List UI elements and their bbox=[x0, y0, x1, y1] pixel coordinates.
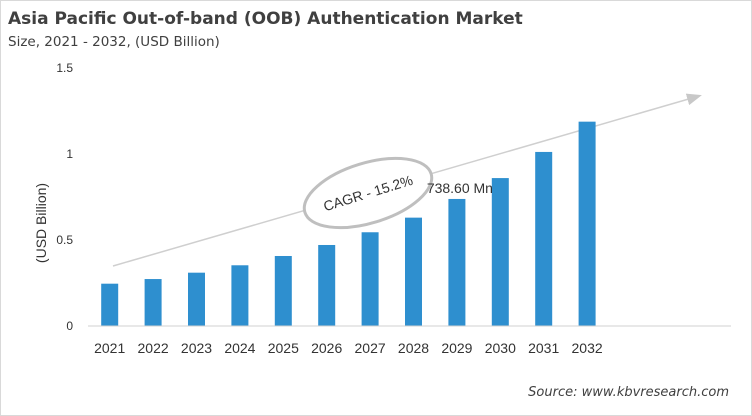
bar-2029 bbox=[448, 198, 466, 326]
x-tick-label: 2022 bbox=[138, 340, 169, 356]
x-tick-label: 2031 bbox=[528, 340, 559, 356]
y-tick-label: 1 bbox=[66, 147, 73, 161]
x-tick-label: 2029 bbox=[441, 340, 472, 356]
bar-2023 bbox=[188, 272, 205, 326]
bar-2024 bbox=[231, 265, 249, 326]
y-tick-label: 0 bbox=[66, 319, 73, 333]
y-tick-label: 1.5 bbox=[56, 61, 73, 75]
x-tick-label: 2025 bbox=[268, 340, 299, 356]
data-label: 738.60 Mn bbox=[427, 180, 493, 196]
x-tick-label: 2028 bbox=[398, 340, 429, 356]
source-text: Source: www.kbvresearch.com bbox=[528, 385, 729, 400]
x-tick-label: 2030 bbox=[485, 340, 516, 356]
bar-2026 bbox=[318, 244, 336, 326]
x-tick-label: 2024 bbox=[224, 340, 255, 356]
bar-2021 bbox=[101, 283, 119, 326]
x-tick-label: 2027 bbox=[355, 340, 386, 356]
cagr-ellipse bbox=[302, 156, 434, 230]
bar-2031 bbox=[535, 151, 553, 326]
x-tick-label: 2023 bbox=[181, 340, 212, 356]
chart-subtitle: Size, 2021 - 2032, (USD Billion) bbox=[8, 34, 220, 50]
cagr-annotation: CAGR - 15.2% bbox=[302, 156, 434, 230]
x-tick-label: 2026 bbox=[311, 340, 342, 356]
bar-2027 bbox=[361, 232, 379, 326]
bar-2025 bbox=[274, 255, 292, 326]
bar-2030 bbox=[491, 178, 509, 326]
chart-title: Asia Pacific Out-of-band (OOB) Authentic… bbox=[8, 9, 523, 29]
bar-2022 bbox=[144, 279, 162, 326]
bar-2032 bbox=[578, 121, 596, 326]
y-axis-label: (USD Billion) bbox=[33, 183, 49, 263]
x-tick-label: 2032 bbox=[572, 340, 603, 356]
y-tick-label: 0.5 bbox=[56, 233, 73, 247]
x-tick-label: 2021 bbox=[94, 340, 125, 356]
bar-2028 bbox=[405, 217, 422, 326]
